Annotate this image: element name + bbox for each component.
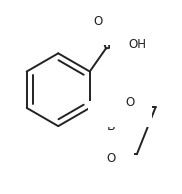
Text: O: O bbox=[125, 96, 135, 109]
Text: O: O bbox=[107, 152, 116, 165]
Text: O: O bbox=[93, 15, 102, 28]
Text: B: B bbox=[107, 120, 116, 133]
Text: OH: OH bbox=[128, 38, 146, 51]
